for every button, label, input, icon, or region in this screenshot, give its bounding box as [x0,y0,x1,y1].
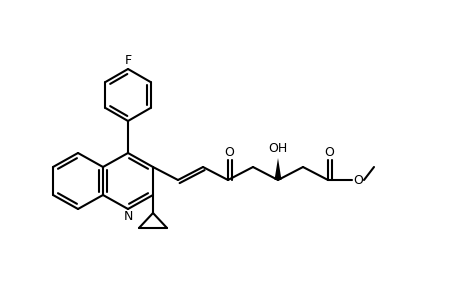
Polygon shape [274,158,282,180]
Text: OH: OH [268,143,288,156]
Text: O: O [353,175,363,187]
Text: F: F [125,54,131,67]
Text: N: N [123,210,133,223]
Text: O: O [224,145,234,158]
Text: O: O [324,145,334,158]
